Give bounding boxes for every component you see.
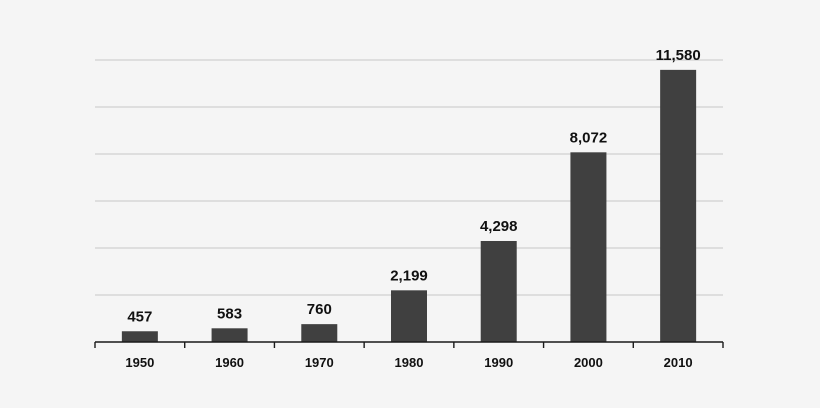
data-label-2010: 11,580 (656, 47, 701, 64)
bar-2010 (660, 69, 697, 343)
x-tick-label-1980: 1980 (395, 355, 424, 370)
bar-1980 (391, 290, 427, 342)
gridlines (95, 59, 723, 296)
bar-2000 (570, 152, 607, 342)
data-label-2000: 8,072 (570, 129, 608, 146)
x-tick-label-1970: 1970 (305, 355, 334, 370)
bar-1990 (480, 240, 517, 342)
x-tick-label-2000: 2000 (574, 355, 603, 370)
data-label-1960: 583 (217, 305, 242, 322)
bar-1960 (211, 328, 248, 342)
data-label-1990: 4,298 (480, 218, 518, 235)
data-labels: 457 583 760 2,199 4,298 8,072 11,580 (127, 47, 700, 325)
x-tick-label-1990: 1990 (484, 355, 513, 370)
x-tick-label-2010: 2010 (664, 355, 693, 370)
x-axis (94, 341, 724, 348)
x-tick-label-1960: 1960 (215, 355, 244, 370)
x-tick-label-1950: 1950 (125, 355, 154, 370)
bar-1970 (301, 324, 338, 342)
bar-1950 (121, 331, 158, 342)
data-label-1980: 2,199 (390, 267, 428, 284)
bars (121, 69, 697, 343)
x-tick-labels: 1950 1960 1970 1980 1990 2000 2010 (125, 355, 692, 370)
data-label-1970: 760 (307, 301, 332, 318)
data-label-1950: 457 (127, 308, 152, 325)
